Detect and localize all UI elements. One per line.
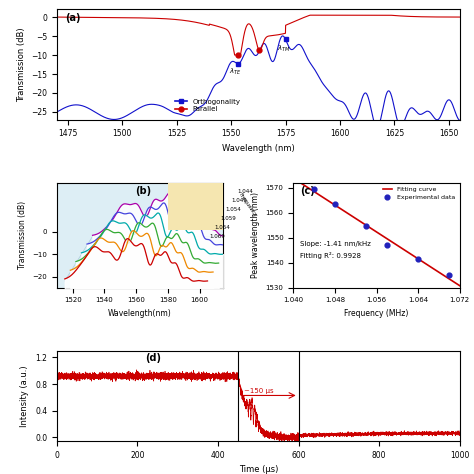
Fitting curve <box>390 239 395 245</box>
Y-axis label: Transmission (dB): Transmission (dB) <box>18 201 27 269</box>
Fitting curve <box>291 175 296 181</box>
Text: ~150 μs: ~150 μs <box>244 389 274 394</box>
Fitting curve <box>376 231 382 237</box>
Text: (a): (a) <box>65 13 81 23</box>
Legend: Orthogonality, Parallel: Orthogonality, Parallel <box>173 97 242 114</box>
Line: Fitting curve: Fitting curve <box>293 178 460 286</box>
Text: 1.069: 1.069 <box>209 234 225 239</box>
Text: Slope: -1.41 nm/kHz: Slope: -1.41 nm/kHz <box>300 241 371 246</box>
Text: $\lambda_{TM}$: $\lambda_{TM}$ <box>277 44 291 55</box>
Experimental data <box>310 185 318 192</box>
X-axis label: Wavelength(nm): Wavelength(nm) <box>108 309 172 318</box>
Text: (b): (b) <box>135 186 151 196</box>
Legend: Fitting curve, Experimental data: Fitting curve, Experimental data <box>382 186 456 201</box>
Experimental data <box>414 255 422 263</box>
Fitting curve <box>322 196 328 201</box>
Text: 1.059: 1.059 <box>220 216 236 221</box>
Experimental data <box>362 223 370 230</box>
Y-axis label: Transmission (dB): Transmission (dB) <box>17 27 26 102</box>
Text: 1.054: 1.054 <box>226 207 241 212</box>
Text: (d): (d) <box>146 354 162 364</box>
Fitting curve <box>329 201 335 206</box>
Text: 1.064: 1.064 <box>215 225 230 230</box>
Y-axis label: Peak wavelength (nm): Peak wavelength (nm) <box>251 192 260 278</box>
Bar <box>168 181 239 229</box>
Text: (c): (c) <box>300 186 315 196</box>
X-axis label: Time (μs): Time (μs) <box>238 465 278 474</box>
Text: Frequency: Frequency <box>237 192 258 219</box>
Y-axis label: Intensity (a.u.): Intensity (a.u.) <box>20 365 29 427</box>
Fitting curve <box>448 277 454 283</box>
X-axis label: Wavelength (nm): Wavelength (nm) <box>222 144 295 153</box>
Fitting curve <box>444 274 449 280</box>
Text: Fitting R²: 0.9928: Fitting R²: 0.9928 <box>300 252 361 259</box>
Experimental data <box>446 272 453 279</box>
Fitting curve <box>457 283 463 289</box>
Text: $\lambda_{TE}$: $\lambda_{TE}$ <box>229 67 241 77</box>
Experimental data <box>383 241 391 249</box>
Experimental data <box>331 200 339 208</box>
X-axis label: Frequency (MHz): Frequency (MHz) <box>344 309 409 318</box>
Text: 1.044: 1.044 <box>237 189 253 194</box>
Text: 1.049: 1.049 <box>231 198 247 203</box>
